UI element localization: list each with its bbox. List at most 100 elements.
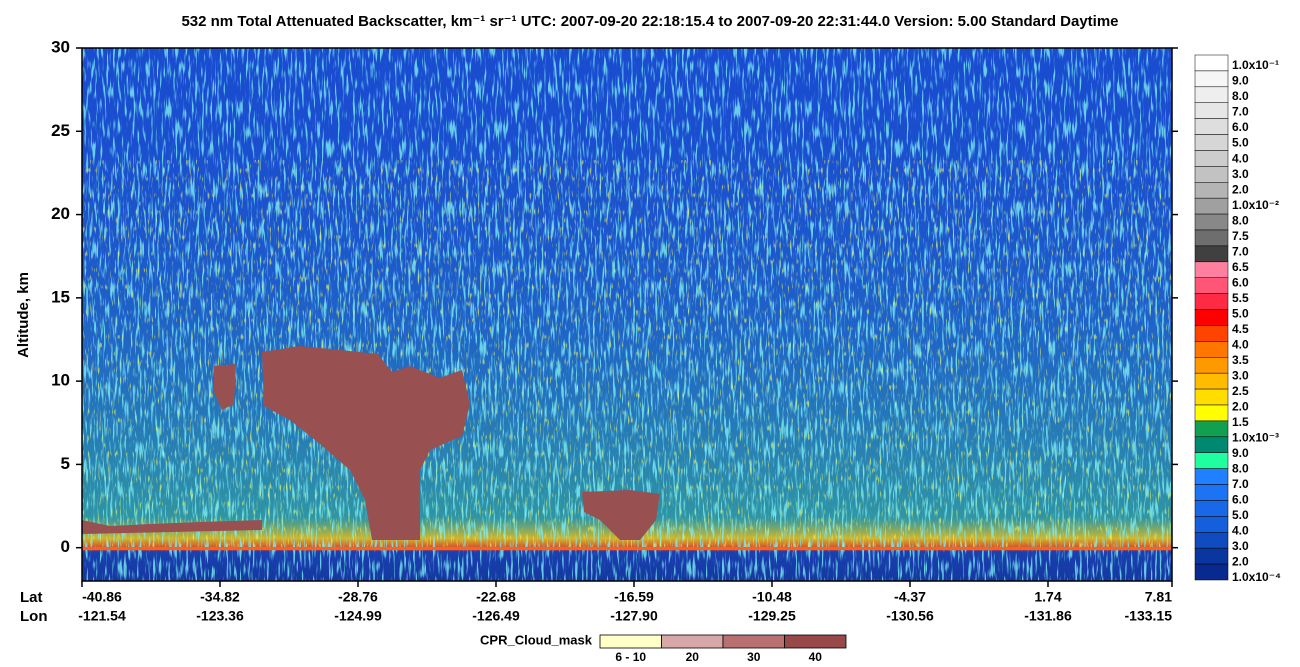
x-tick-label: -129.25	[748, 608, 796, 624]
x-tick-label: -4.37	[894, 589, 926, 605]
colorbar-label: 5.0	[1232, 136, 1249, 150]
colorbar-cell	[1194, 436, 1229, 453]
x-row-label: Lon	[20, 608, 48, 625]
mask-legend-title: CPR_Cloud_mask	[480, 632, 593, 647]
colorbar-label: 3.0	[1232, 539, 1249, 553]
colorbar-cell	[1194, 325, 1229, 342]
colorbar-cell	[1194, 309, 1229, 326]
x-tick-label: -124.99	[334, 608, 382, 624]
colorbar-cell	[1194, 293, 1229, 310]
colorbar-label: 6.5	[1232, 260, 1249, 274]
colorbar-cell	[1194, 182, 1229, 199]
colorbar-cell	[1194, 245, 1229, 263]
colorbar-cell	[1194, 150, 1229, 167]
y-tick-label: 20	[51, 204, 70, 223]
x-row-label: Lat	[20, 589, 43, 606]
colorbar-cell	[1194, 372, 1229, 390]
colorbar-cell	[1194, 341, 1229, 358]
colorbar-label: 3.5	[1232, 353, 1249, 367]
colorbar-label: 7.5	[1232, 229, 1249, 243]
colorbar-label: 8.0	[1232, 89, 1249, 103]
colorbar-label: 4.0	[1232, 337, 1249, 351]
colorbar-label: 3.0	[1232, 368, 1249, 382]
colorbar-label: 8.0	[1232, 213, 1249, 227]
colorbar-cell	[1194, 420, 1229, 438]
colorbar-label: 1.0x10⁻³	[1232, 431, 1279, 445]
colorbar-label: 9.0	[1232, 74, 1249, 88]
colorbar-cell	[1194, 452, 1229, 469]
colorbar-cell	[1194, 86, 1229, 103]
x-tick-label: -22.68	[476, 589, 516, 605]
y-tick-label: 5	[61, 454, 70, 473]
colorbar-label: 6.0	[1232, 275, 1249, 289]
colorbar-cell	[1194, 500, 1229, 517]
colorbar-label: 3.0	[1232, 167, 1249, 181]
y-tick-label: 10	[51, 371, 70, 390]
colorbar-label: 7.0	[1232, 105, 1249, 119]
colorbar-label: 1.0x10⁻²	[1232, 198, 1279, 212]
mask-legend-swatch	[599, 634, 662, 649]
colorbar-cell	[1194, 277, 1229, 294]
colorbar-label: 1.0x10⁻⁴	[1232, 570, 1281, 584]
colorbar-cell	[1194, 134, 1229, 151]
colorbar-label: 7.0	[1232, 244, 1249, 258]
y-tick-label: 0	[61, 537, 70, 556]
backscatter-image	[82, 48, 1172, 581]
y-tick-label: 15	[51, 287, 70, 306]
colorbar-label: 4.5	[1232, 322, 1249, 336]
x-tick-label: -34.82	[200, 589, 240, 605]
colorbar-cell	[1194, 118, 1229, 135]
colorbar-label: 1.0x10⁻¹	[1232, 58, 1279, 72]
colorbar-label: 5.0	[1232, 508, 1249, 522]
colorbar-cell	[1194, 547, 1229, 565]
x-tick-label: -123.36	[196, 608, 244, 624]
x-tick-label: -126.49	[472, 608, 520, 624]
plot-frame	[81, 47, 1173, 582]
colorbar-label: 1.5	[1232, 415, 1249, 429]
y-tick-label: 30	[51, 37, 70, 56]
mask-legend-swatch	[722, 634, 785, 649]
y-tick-label: 25	[51, 121, 70, 140]
colorbar-cell	[1194, 563, 1229, 581]
colorbar-cell	[1194, 166, 1229, 183]
colorbar-cell	[1194, 357, 1229, 374]
colorbar-cell	[1194, 54, 1229, 72]
mask-legend-label: 20	[686, 650, 700, 664]
colorbar-label: 2.0	[1232, 182, 1249, 196]
x-tick-label: -127.90	[610, 608, 658, 624]
x-tick-label: -28.76	[338, 589, 378, 605]
x-tick-label: -16.59	[614, 589, 654, 605]
colorbar-label: 9.0	[1232, 446, 1249, 460]
mask-legend-label: 30	[747, 650, 761, 664]
colorbar-cell	[1194, 261, 1229, 278]
x-tick-label: -121.54	[78, 608, 126, 624]
mask-legend-label: 6 - 10	[615, 650, 646, 664]
colorbar-label: 7.0	[1232, 477, 1249, 491]
colorbar-cell	[1194, 468, 1229, 485]
colorbar-label: 5.5	[1232, 291, 1249, 305]
mask-legend-label: 40	[809, 650, 823, 664]
colorbar-cell	[1194, 197, 1229, 215]
y-axis-label: Altitude, km	[15, 272, 32, 358]
colorbar-cell	[1194, 388, 1229, 406]
x-tick-label: -131.86	[1024, 608, 1072, 624]
x-tick-label: -133.15	[1125, 608, 1173, 624]
colorbar-cell	[1194, 484, 1229, 501]
x-tick-label: 1.74	[1034, 589, 1061, 605]
colorbar-label: 6.0	[1232, 120, 1249, 134]
x-tick-label: -130.56	[886, 608, 934, 624]
x-tick-label: -10.48	[752, 589, 792, 605]
colorbar-cell	[1194, 70, 1229, 88]
colorbar-label: 5.0	[1232, 306, 1249, 320]
colorbar-cell	[1194, 213, 1229, 231]
x-tick-label: -40.86	[82, 589, 122, 605]
mask-legend-swatch	[784, 634, 847, 649]
colorbar-label: 4.0	[1232, 151, 1249, 165]
colorbar-cell	[1194, 532, 1229, 549]
colorbar-cell	[1194, 404, 1229, 422]
colorbar-cell	[1194, 102, 1229, 119]
colorbar-label: 2.5	[1232, 384, 1249, 398]
colorbar-label: 2.0	[1232, 555, 1249, 569]
x-tick-label: 7.81	[1145, 589, 1172, 605]
